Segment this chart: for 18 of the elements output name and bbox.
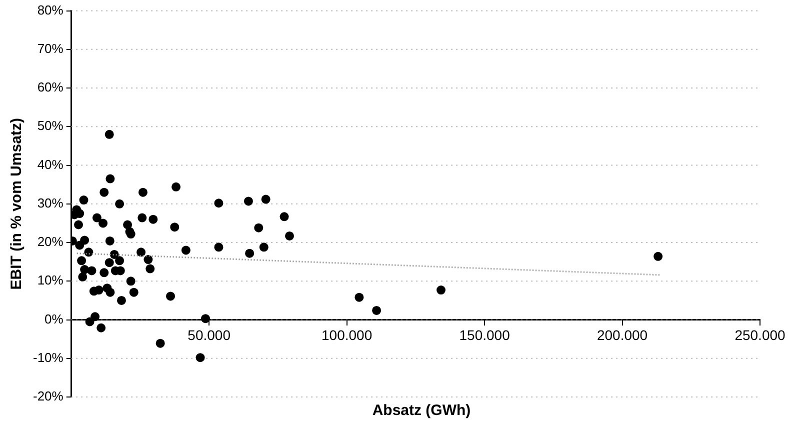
x-tick-label: 250.000	[734, 327, 786, 344]
x-axis-title: Absatz (GWh)	[371, 402, 472, 419]
y-tick-label: 10%	[37, 272, 64, 288]
y-tick-label: 80%	[37, 2, 64, 18]
y-tick-label: 0%	[44, 311, 64, 326]
x-tick-label: 200.000	[596, 327, 648, 344]
y-tick-label: 40%	[37, 156, 64, 172]
y-tick-label: 60%	[37, 80, 64, 95]
y-tick-label: -10%	[32, 350, 64, 365]
y-axis-title: EBIT (in % vom Umsatz)	[8, 118, 26, 290]
x-tick-label: 150.000	[459, 327, 510, 344]
y-tick-label: 70%	[37, 41, 64, 56]
y-tick-label: 20%	[37, 234, 64, 250]
y-tick-label: 30%	[37, 195, 64, 210]
x-tick-label: 100.000	[322, 327, 372, 344]
y-tick-label: 50%	[37, 118, 64, 134]
y-tick-label: -20%	[32, 388, 64, 404]
x-tick-label: 50.000	[188, 327, 231, 344]
